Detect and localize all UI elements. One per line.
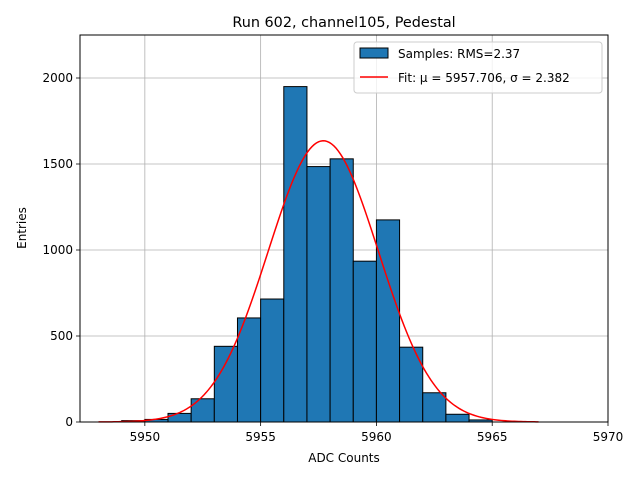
x-tick-label: 5965 <box>477 430 508 444</box>
histogram-bar <box>306 166 331 423</box>
gaussian-fit-curve <box>98 140 539 423</box>
histogram-bar <box>329 158 354 423</box>
x-tick-label: 5955 <box>245 430 276 444</box>
histogram-bar <box>190 398 215 423</box>
x-axis-label: ADC Counts <box>308 451 380 465</box>
histogram-bar <box>422 392 447 423</box>
histogram-bar <box>375 219 401 423</box>
y-axis-label: Entries <box>15 207 29 249</box>
x-axis-ticks: 5950 5955 5960 5965 5970 <box>130 422 624 444</box>
legend: Samples: RMS=2.37 Fit: μ = 5957.706, σ =… <box>353 41 603 94</box>
x-tick-label: 5950 <box>130 430 161 444</box>
y-tick-label: 1000 <box>42 243 73 257</box>
y-axis-ticks: 0 500 1000 1500 2000 <box>42 71 80 429</box>
histogram-bar <box>260 298 285 423</box>
y-tick-label: 1500 <box>42 157 73 171</box>
histogram-bar <box>445 413 470 423</box>
histogram-bar <box>283 86 308 423</box>
y-tick-label: 2000 <box>42 71 73 85</box>
legend-fit-label: Fit: μ = 5957.706, σ = 2.382 <box>398 71 570 85</box>
plot-frame <box>79 34 609 423</box>
legend-samples-swatch <box>359 47 389 59</box>
y-tick-label: 500 <box>50 329 73 343</box>
histogram-bar <box>352 260 377 423</box>
x-tick-label: 5960 <box>361 430 392 444</box>
histogram-bar <box>236 317 262 423</box>
histogram-bar <box>167 412 192 423</box>
legend-box <box>353 41 603 94</box>
histogram-bar <box>213 345 238 423</box>
x-tick-label: 5970 <box>593 430 624 444</box>
chart-title: Run 602, channel105, Pedestal <box>232 15 455 31</box>
legend-samples-label: Samples: RMS=2.37 <box>398 47 520 61</box>
y-tick-label: 0 <box>65 415 73 429</box>
